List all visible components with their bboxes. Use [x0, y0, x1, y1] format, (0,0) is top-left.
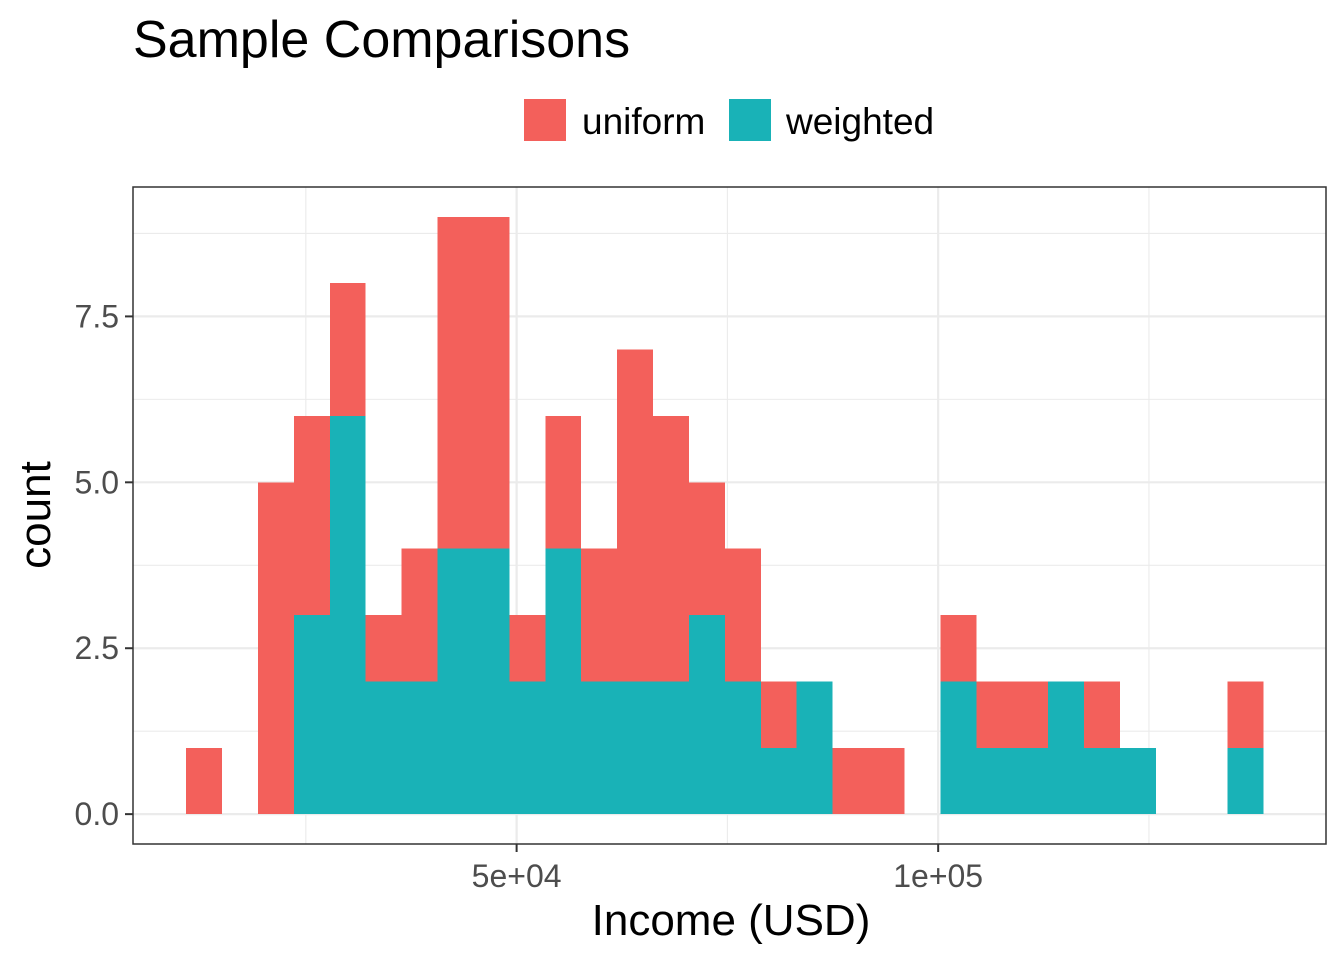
bar-uniform	[257, 482, 294, 815]
bar-weighted	[617, 681, 654, 815]
bar-uniform	[1227, 681, 1264, 748]
y-tick-label: 7.5	[75, 298, 119, 334]
bar-uniform	[832, 747, 869, 815]
bar-weighted	[688, 615, 725, 815]
x-tick-label: 5e+04	[472, 858, 562, 894]
y-tick-label: 0.0	[75, 796, 119, 832]
bar-uniform	[401, 548, 438, 682]
bar-weighted	[365, 681, 402, 815]
bar-uniform	[688, 482, 725, 616]
bar-weighted	[1012, 747, 1049, 815]
axis-ticks: 5e+04 1e+05 0.0 2.5 5.0 7.5	[75, 298, 984, 894]
bar-uniform	[1012, 681, 1049, 748]
bar-weighted	[976, 747, 1013, 815]
bar-uniform	[186, 747, 223, 815]
bar-uniform	[437, 216, 474, 549]
legend-label-uniform: uniform	[582, 101, 705, 142]
bar-uniform	[581, 548, 618, 682]
bar-uniform	[509, 615, 546, 682]
bar-uniform	[617, 349, 654, 682]
bar-weighted	[940, 681, 977, 815]
bar-weighted	[401, 681, 438, 815]
bar-uniform	[329, 283, 366, 416]
bar-uniform	[653, 415, 689, 682]
bar-weighted	[796, 681, 833, 815]
bar-weighted	[1227, 747, 1264, 815]
panel-border	[132, 186, 1327, 845]
y-axis-title: count	[11, 461, 60, 569]
legend: uniform weighted	[524, 99, 934, 142]
bar-uniform	[293, 415, 330, 616]
plot-panel	[132, 186, 1327, 845]
legend-label-weighted: weighted	[785, 101, 934, 142]
bar-uniform	[473, 216, 510, 549]
bar-weighted	[653, 681, 689, 815]
bars	[186, 216, 1264, 815]
legend-key-weighted	[729, 99, 771, 141]
bar-weighted	[329, 415, 366, 815]
legend-key-uniform	[524, 99, 566, 141]
bar-weighted	[1119, 747, 1156, 815]
x-tick-label: 1e+05	[893, 858, 983, 894]
y-tick-label: 2.5	[75, 630, 119, 666]
x-axis-title: Income (USD)	[592, 896, 871, 945]
bar-weighted	[724, 681, 761, 815]
bar-uniform	[976, 681, 1013, 748]
chart-title: Sample Comparisons	[133, 11, 630, 69]
bar-weighted	[437, 548, 474, 815]
bar-weighted	[293, 615, 330, 815]
bar-uniform	[1084, 681, 1120, 748]
bar-weighted	[545, 548, 582, 815]
y-tick-label: 5.0	[75, 464, 119, 500]
bar-weighted	[760, 747, 797, 815]
bar-uniform	[940, 615, 977, 682]
bar-weighted	[509, 681, 546, 815]
bar-uniform	[724, 548, 761, 682]
bar-weighted	[1084, 747, 1120, 815]
bar-weighted	[1048, 681, 1085, 815]
bar-uniform	[868, 747, 905, 815]
bar-uniform	[760, 681, 797, 748]
bar-uniform	[545, 415, 582, 549]
bar-weighted	[473, 548, 510, 815]
bar-uniform	[365, 615, 402, 682]
bar-weighted	[581, 681, 618, 815]
